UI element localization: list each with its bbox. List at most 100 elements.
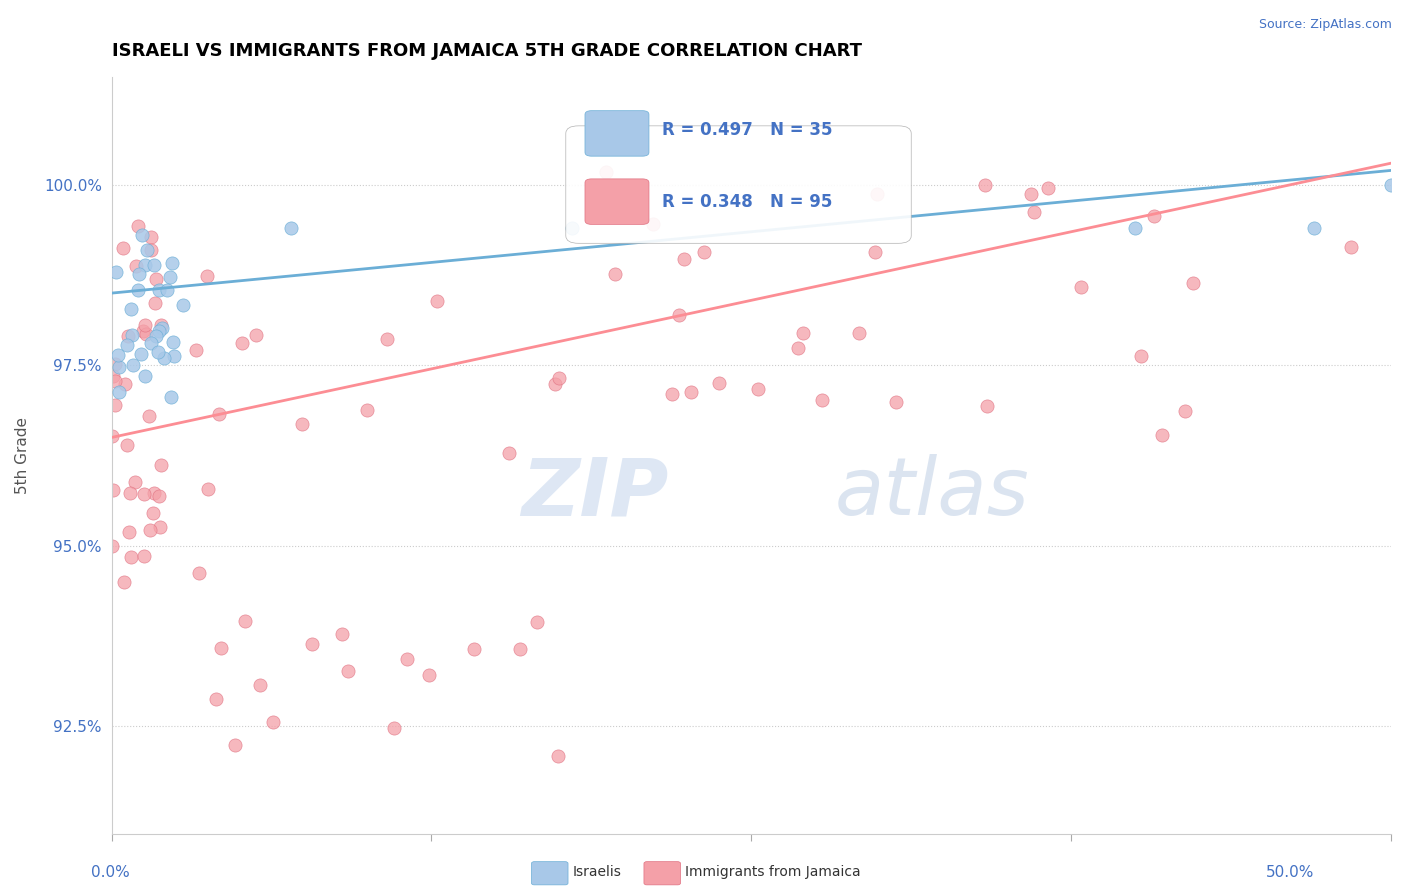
Point	[139, 335, 162, 350]
Point	[1142, 209, 1164, 223]
Point	[129, 347, 152, 361]
Point	[101, 539, 124, 553]
Point	[526, 615, 548, 629]
Point	[143, 258, 166, 272]
Text: Immigrants from Jamaica: Immigrants from Jamaica	[685, 865, 860, 880]
Point	[1379, 178, 1402, 192]
Point	[605, 267, 627, 281]
Point	[375, 332, 398, 346]
Point	[131, 227, 153, 242]
Point	[974, 178, 997, 193]
Point	[146, 345, 169, 359]
Point	[101, 428, 124, 442]
Point	[544, 376, 567, 391]
Point	[848, 326, 870, 340]
Point	[1340, 240, 1362, 254]
Text: atlas: atlas	[835, 454, 1029, 533]
Point	[330, 626, 353, 640]
Point	[1174, 404, 1197, 418]
Point	[186, 343, 208, 357]
Text: Israelis: Israelis	[572, 865, 621, 880]
Point	[117, 338, 139, 352]
Point	[209, 640, 232, 655]
FancyBboxPatch shape	[565, 126, 911, 244]
Point	[679, 385, 702, 400]
Point	[1152, 427, 1174, 442]
Point	[150, 458, 173, 472]
Text: 50.0%: 50.0%	[1267, 865, 1315, 880]
Point	[172, 298, 194, 312]
Point	[661, 386, 683, 401]
FancyBboxPatch shape	[585, 111, 650, 156]
Point	[108, 384, 131, 399]
Point	[114, 376, 136, 391]
Point	[709, 376, 731, 391]
Point	[117, 329, 139, 343]
Point	[291, 417, 314, 432]
Point	[233, 614, 256, 628]
Point	[142, 506, 165, 520]
Point	[1182, 276, 1205, 290]
Point	[668, 308, 690, 322]
Point	[162, 334, 184, 349]
Point	[463, 641, 485, 656]
Point	[418, 668, 440, 682]
Point	[693, 245, 716, 260]
Point	[145, 329, 167, 343]
Point	[135, 327, 157, 342]
Point	[641, 217, 664, 231]
Point	[547, 748, 569, 763]
Point	[160, 390, 183, 404]
Point	[121, 327, 143, 342]
Point	[231, 336, 253, 351]
Point	[124, 475, 146, 489]
Point	[148, 489, 170, 503]
Point	[112, 574, 135, 589]
Point	[150, 318, 173, 332]
Point	[103, 369, 125, 384]
Point	[787, 341, 810, 355]
FancyBboxPatch shape	[585, 179, 650, 225]
Point	[672, 252, 695, 266]
Point	[104, 357, 127, 371]
Point	[426, 294, 449, 309]
Point	[142, 485, 165, 500]
Point	[136, 243, 159, 257]
Point	[132, 549, 155, 563]
Point	[122, 358, 145, 372]
Point	[382, 721, 405, 735]
Point	[134, 368, 156, 383]
Point	[103, 483, 125, 498]
Point	[149, 520, 172, 534]
Point	[128, 267, 150, 281]
Point	[1024, 205, 1046, 219]
Text: 0.0%: 0.0%	[91, 865, 131, 880]
Point	[150, 320, 173, 334]
Point	[356, 403, 378, 417]
Point	[197, 482, 219, 496]
Text: ISRAELI VS IMMIGRANTS FROM JAMAICA 5TH GRADE CORRELATION CHART: ISRAELI VS IMMIGRANTS FROM JAMAICA 5TH G…	[111, 42, 862, 60]
Point	[104, 265, 127, 279]
Point	[141, 244, 163, 258]
Point	[547, 371, 569, 385]
Point	[134, 318, 156, 332]
Point	[141, 230, 163, 244]
Point	[132, 324, 155, 338]
Point	[1303, 221, 1326, 235]
Point	[810, 392, 832, 407]
Point	[1070, 280, 1092, 294]
Point	[1123, 221, 1146, 235]
Point	[159, 269, 181, 284]
Point	[280, 221, 302, 235]
Point	[156, 283, 179, 297]
Point	[224, 738, 246, 752]
Point	[107, 360, 129, 375]
Point	[792, 326, 814, 340]
Point	[111, 241, 134, 255]
Text: Source: ZipAtlas.com: Source: ZipAtlas.com	[1258, 18, 1392, 31]
Point	[249, 678, 271, 692]
Point	[195, 268, 218, 283]
Point	[148, 324, 170, 338]
Point	[863, 244, 886, 259]
Point	[561, 221, 583, 235]
